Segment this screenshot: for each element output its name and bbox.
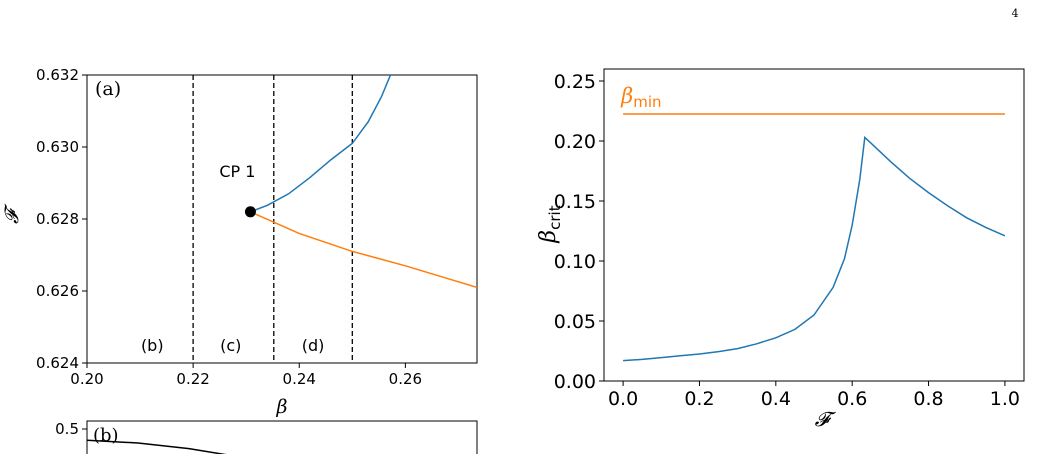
panel-b-frame xyxy=(86,420,478,454)
panel-crit-x-tick-label: 0.8 xyxy=(913,388,943,410)
panel-b-label: (b) xyxy=(93,425,119,446)
panel-a-x-tick-label: 0.20 xyxy=(70,370,103,388)
panel-a-critical-point xyxy=(244,206,256,218)
panel-a-x-tick-label: 0.24 xyxy=(283,370,316,388)
panel-a-series-line-2 xyxy=(250,211,477,289)
panel-a-x-axis-label: β xyxy=(276,396,288,418)
panel-a-x-tick-label: 0.26 xyxy=(389,370,422,388)
page-number: 4 xyxy=(1012,7,1019,20)
panel-crit-y-tick-label: 0.20 xyxy=(554,131,596,153)
panel-a-critical-point-label: CP 1 xyxy=(219,162,255,181)
panel-b-y-tick-label: 0.5 xyxy=(55,420,79,438)
panel-a-series-line-1 xyxy=(250,75,392,213)
panel-crit-x-tick-label: 0.0 xyxy=(608,388,638,410)
panel-crit-series-line-2 xyxy=(623,135,1006,362)
panel-a-region-label: (d) xyxy=(302,336,325,355)
panel-a-y-axis-label: 𝓕 xyxy=(1,203,23,224)
panel-a-y-tick-label: 0.630 xyxy=(36,138,79,156)
panel-crit: 𝓕 βcrit 0.0 0.2 0.4 0.6 0.8 1.0 0.00 0.05 0.10 0.… xyxy=(536,68,1025,431)
panel-crit-x-axis-label: 𝓕 xyxy=(815,407,837,431)
panel-crit-x-tick-label: 0.4 xyxy=(761,388,791,410)
panel-a-frame xyxy=(86,74,478,364)
panel-b-series-line xyxy=(86,439,227,454)
panel-crit-y-tick-label: 0.25 xyxy=(554,71,596,93)
panel-crit-y-tick-label: 0.10 xyxy=(554,251,596,273)
beta-min-label: βmin xyxy=(620,84,661,111)
panel-crit-y-tick-label: 0.00 xyxy=(554,371,596,393)
panel-a-y-tick-label: 0.628 xyxy=(36,210,79,228)
panel-crit-x-tick-label: 0.2 xyxy=(684,388,714,410)
panel-crit-y-axis-label: βcrit xyxy=(536,205,564,243)
panel-a-x-tick-label: 0.22 xyxy=(176,370,209,388)
panel-a-label: (a) xyxy=(95,78,121,100)
panel-a-y-tick-label: 0.624 xyxy=(36,354,79,372)
panel-a-y-tick-label: 0.632 xyxy=(36,66,79,84)
panel-crit-y-tick-label: 0.15 xyxy=(554,191,596,213)
panel-a-y-tick-label: 0.626 xyxy=(36,282,79,300)
panel-crit-x-tick-label: 1.0 xyxy=(990,388,1020,410)
panel-crit-x-tick-label: 0.6 xyxy=(837,388,867,410)
panel-crit-frame xyxy=(603,68,1025,382)
panel-b: (b) 0.5 xyxy=(55,420,478,454)
panel-a-region-label: (b) xyxy=(141,336,164,355)
panel-a-region-label: (c) xyxy=(220,336,241,355)
panel-a: (a) β 𝓕 0.20 0.22 0.24 0.26 0.624 0.626 0.628 0… xyxy=(1,66,478,418)
panel-crit-y-tick-label: 0.05 xyxy=(554,311,596,333)
